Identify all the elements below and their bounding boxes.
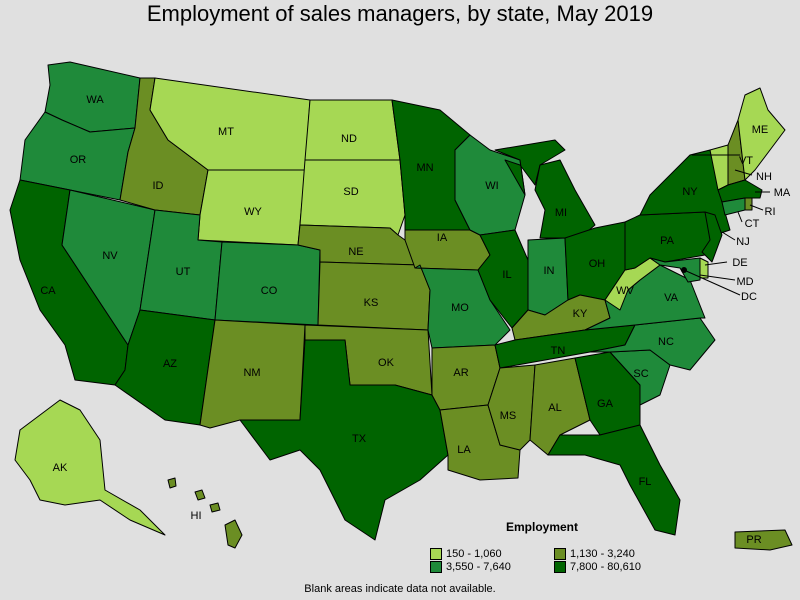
state-ak[interactable] — [14, 399, 166, 536]
state-co[interactable] — [214, 241, 321, 326]
legend-item-3: 3,550 - 7,640 — [430, 561, 511, 573]
state-fl[interactable] — [547, 424, 681, 536]
label-ne: NE — [348, 246, 363, 258]
label-wv: WV — [616, 285, 634, 297]
label-ga: GA — [597, 398, 614, 410]
label-ky: KY — [573, 308, 588, 320]
label-dc: DC — [741, 291, 757, 303]
label-ri: RI — [765, 206, 776, 218]
map-title: Employment of sales managers, by state, … — [146, 1, 654, 26]
label-wy: WY — [244, 206, 262, 218]
state-ia[interactable] — [404, 229, 491, 271]
legend-title: Employment — [506, 520, 579, 534]
state-mi-lower[interactable] — [534, 159, 596, 239]
state-wy[interactable] — [197, 169, 306, 246]
label-nd: ND — [341, 133, 357, 145]
label-mn: MN — [416, 162, 433, 174]
state-nd[interactable] — [304, 99, 401, 161]
label-md: MD — [736, 276, 753, 288]
label-in: IN — [544, 265, 555, 277]
label-de: DE — [732, 257, 747, 269]
label-fl: FL — [639, 476, 652, 488]
label-mo: MO — [451, 302, 469, 314]
state-ri[interactable] — [744, 197, 753, 211]
state-hi[interactable] — [224, 519, 243, 549]
label-nm: NM — [243, 367, 260, 379]
label-vt: VT — [739, 155, 753, 167]
state-wi[interactable] — [454, 134, 526, 236]
label-la: LA — [457, 444, 471, 456]
footnote: Blank areas indicate data not available. — [304, 583, 496, 595]
label-pr: PR — [746, 534, 761, 546]
label-ma: MA — [774, 187, 791, 199]
label-tx: TX — [352, 433, 367, 445]
label-wa: WA — [86, 94, 104, 106]
label-ia: IA — [437, 232, 448, 244]
label-va: VA — [664, 292, 679, 304]
label-il: IL — [502, 269, 511, 281]
legend-swatch-3 — [430, 561, 442, 573]
legend: Employment 150 - 1,060 1,130 - 3,240 3,5… — [428, 520, 668, 573]
legend-swatch-4 — [554, 561, 566, 573]
state-me[interactable] — [737, 87, 786, 181]
state-mi[interactable] — [494, 139, 566, 196]
state-pr[interactable] — [734, 529, 793, 551]
label-mt: MT — [218, 126, 234, 138]
state-hi-2[interactable] — [194, 489, 206, 501]
state-tx[interactable] — [239, 339, 449, 541]
state-hi-3[interactable] — [209, 502, 221, 513]
label-hi: HI — [191, 510, 202, 522]
label-az: AZ — [163, 358, 177, 370]
legend-label-2: 1,130 - 3,240 — [570, 548, 635, 560]
legend-swatch-2 — [554, 548, 566, 560]
label-nh: NH — [756, 171, 772, 183]
label-ca: CA — [40, 285, 56, 297]
label-ny: NY — [682, 186, 698, 198]
label-al: AL — [548, 402, 561, 414]
label-ak: AK — [53, 462, 68, 474]
label-ok: OK — [378, 357, 395, 369]
label-pa: PA — [660, 235, 675, 247]
label-me: ME — [752, 124, 769, 136]
label-sc: SC — [633, 368, 648, 380]
label-tn: TN — [551, 345, 566, 357]
legend-item-2: 1,130 - 3,240 — [554, 548, 635, 560]
label-mi: MI — [555, 207, 567, 219]
legend-label-4: 7,800 - 80,610 — [570, 561, 641, 573]
label-wi: WI — [485, 180, 498, 192]
state-hi-4[interactable] — [167, 477, 177, 489]
state-nj[interactable] — [701, 211, 723, 263]
label-ks: KS — [364, 297, 379, 309]
label-oh: OH — [589, 258, 606, 270]
label-ut: UT — [176, 266, 191, 278]
label-nc: NC — [658, 336, 674, 348]
label-nj: NJ — [736, 236, 749, 248]
label-id: ID — [153, 180, 164, 192]
legend-item-1: 150 - 1,060 — [430, 548, 502, 560]
label-nv: NV — [102, 250, 118, 262]
legend-label-1: 150 - 1,060 — [446, 548, 502, 560]
label-or: OR — [70, 154, 87, 166]
label-sd: SD — [343, 186, 358, 198]
label-ar: AR — [453, 367, 468, 379]
state-nc[interactable] — [589, 317, 716, 371]
label-ms: MS — [500, 410, 517, 422]
label-ct: CT — [745, 218, 760, 230]
legend-swatch-1 — [430, 548, 442, 560]
label-co: CO — [261, 285, 278, 297]
legend-label-3: 3,550 - 7,640 — [446, 561, 511, 573]
state-md[interactable] — [649, 257, 701, 283]
state-ct[interactable] — [721, 197, 746, 216]
legend-item-4: 7,800 - 80,610 — [554, 561, 641, 573]
